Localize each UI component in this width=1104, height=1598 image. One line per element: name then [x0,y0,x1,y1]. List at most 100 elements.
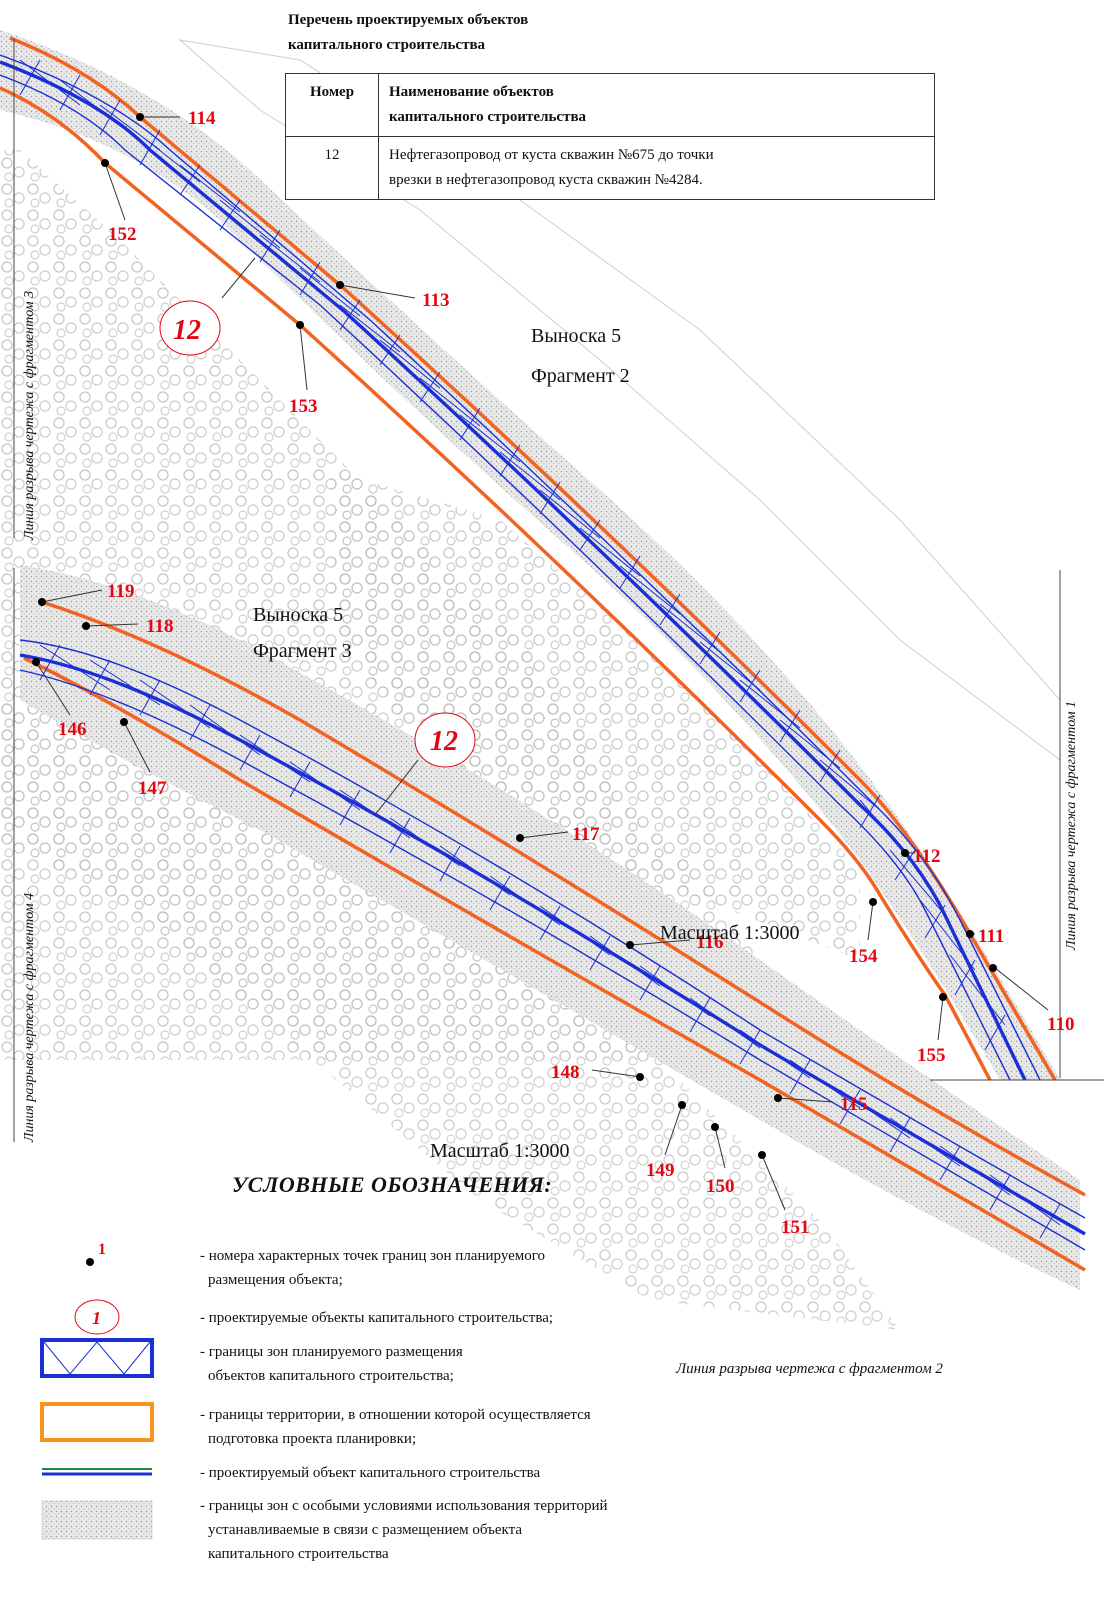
point-label-152: 152 [108,224,137,245]
legend-point-sample: 1 [98,1241,106,1258]
territory-boundary-upper [0,36,1057,1081]
break-lines [13,38,1104,1142]
row-name: Нефтегазопровод от куста скважин №675 до… [378,136,935,200]
legend-item-text: устанавливаемые в связи с размещением об… [208,1522,523,1538]
legend-placement-zone [40,1338,154,1378]
legend-item-text: размещения объекта; [208,1272,343,1288]
object-markers [159,257,476,816]
point-marker-110 [989,964,997,972]
point-marker-115 [774,1094,782,1102]
callout-fragment3-line2: Фрагмент 3 [253,640,352,662]
callout-fragment2-line1: Выноска 5 [531,325,622,347]
point-label-117: 117 [572,824,600,845]
point-marker-150 [711,1123,719,1131]
point-leaders [35,116,1049,1211]
point-label-111: 111 [978,926,1004,947]
table-title-line1: Перечень проектируемых объектов [288,12,529,28]
header-name-line2: капитального строительства [389,109,587,125]
legend-protection-zone [41,1500,153,1540]
row-name-line1: Нефтегазопровод от куста скважин №675 до… [389,147,714,163]
break-label-fragment-4: Линия разрыва чертежа с фрагментом 4 [22,892,37,1142]
point-label-153: 153 [289,396,318,417]
point-marker-147 [120,718,128,726]
point-marker-117 [516,834,524,842]
point-labels: 114 152 113 153 112 154 111 110 155 119 … [58,108,1074,1238]
legend-title: УСЛОВНЫЕ ОБОЗНАЧЕНИЯ: [232,1172,553,1197]
object-marker-upper [159,300,221,356]
placement-zone-lower [19,639,1086,1251]
point-label-114: 114 [188,108,216,129]
callout-fragment2-line2: Фрагмент 2 [531,365,630,387]
point-marker-149 [678,1101,686,1109]
object-marker-lower [414,712,476,768]
point-label-116: 116 [696,932,723,953]
point-marker-113 [336,281,344,289]
row-number: 12 [285,136,379,200]
point-label-151: 151 [781,1217,810,1238]
legend-item-text: - номера характерных точек границ зон пл… [200,1248,546,1264]
point-label-155: 155 [917,1045,946,1066]
legend-item-text: - границы территории, в отношении которо… [200,1407,591,1423]
point-label-110: 110 [1047,1014,1074,1035]
point-label-150: 150 [706,1176,735,1197]
point-marker-154 [869,898,877,906]
object-label-upper: 12 [173,315,201,346]
point-label-148: 148 [551,1062,580,1083]
legend-object-circle [74,1299,120,1335]
point-marker-151 [758,1151,766,1159]
table-title: Перечень проектируемых объектов капиталь… [288,8,708,58]
objects-table: Номер Наименование объектов капитального… [285,73,935,200]
point-marker-152 [101,159,109,167]
point-marker-148 [636,1073,644,1081]
point-markers [32,113,997,1159]
scale-upper: Масштаб 1:3000 [660,922,800,944]
legend-item-text: объектов капитального строительства; [208,1368,454,1384]
header-number: Номер [285,73,379,137]
point-label-149: 149 [646,1160,675,1181]
point-label-113: 113 [422,290,449,311]
protection-zone-lower [20,565,1080,1290]
point-marker-155 [939,993,947,1001]
legend-item-text: - границы зон планируемого размещения [200,1344,463,1360]
break-label-fragment-1: Линия разрыва чертежа с фрагментом 1 [1064,700,1079,950]
point-label-115: 115 [840,1094,867,1115]
point-marker-118 [82,622,90,630]
break-label-fragment-2: Линия разрыва чертежа с фрагментом 2 [676,1361,943,1377]
legend-item-text: - границы зон с особыми условиями исполь… [200,1498,608,1514]
point-marker-153 [296,321,304,329]
legend-symbols: 1 1 [40,1241,154,1540]
point-marker-114 [136,113,144,121]
legend-item-text: - проектируемый объект капитального стро… [200,1465,541,1481]
legend-territory-boundary [40,1402,154,1442]
object-label-lower: 12 [430,726,458,757]
row-name-line2: врезки в нефтегазопровод куста скважин №… [389,172,703,188]
point-label-118: 118 [146,616,173,637]
object-labels: 12 12 [173,315,458,757]
legend-point-dot [86,1258,94,1266]
point-label-154: 154 [849,946,878,967]
header-name-line1: Наименование объектов [389,84,554,100]
point-marker-119 [38,598,46,606]
table-header-row: Номер Наименование объектов капитального… [285,73,935,137]
table-title-line2: капитального строительства [288,37,486,53]
point-marker-146 [32,658,40,666]
legend-item-text: капитального строительства [208,1546,389,1562]
break-label-fragment-3: Линия разрыва чертежа с фрагментом 3 [22,290,37,540]
callout-fragment3-line1: Выноска 5 [253,604,344,626]
point-marker-112 [901,849,909,857]
legend-object-sample: 1 [92,1308,101,1328]
legend-item-text: - проектируемые объекты капитального стр… [200,1310,554,1326]
placement-zone-upper [0,54,1041,1081]
point-label-147: 147 [138,778,167,799]
point-marker-111 [966,930,974,938]
header-name: Наименование объектов капитального строи… [378,73,935,137]
point-marker-116 [626,941,634,949]
scale-lower: Масштаб 1:3000 [430,1140,570,1162]
point-label-119: 119 [107,581,134,602]
territory-boundary-lower [23,600,1086,1272]
legend-item-text: подготовка проекта планировки; [208,1431,417,1447]
point-label-146: 146 [58,719,87,740]
point-label-112: 112 [913,846,940,867]
protection-zone-upper [0,30,1060,1080]
